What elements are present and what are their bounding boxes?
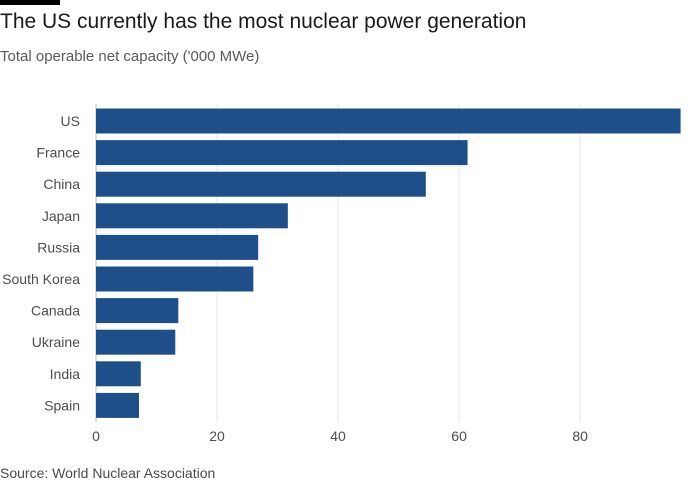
x-tick-label: 60 [451,428,467,444]
chart-subtitle: Total operable net capacity ('000 MWe) [0,48,260,65]
category-label: China [43,176,80,192]
category-label: Ukraine [32,334,80,350]
category-label: Canada [31,303,80,319]
x-tick-label: 80 [572,428,588,444]
bar [96,361,141,387]
bars [96,108,681,418]
bar [96,329,176,355]
bar [96,234,259,260]
source-note: Source: World Nuclear Association [0,465,216,481]
bar [96,392,139,418]
bar [96,140,468,166]
bar [96,171,426,197]
top-rule [0,0,60,5]
x-tick-label: 20 [209,428,225,444]
bar [96,108,681,134]
category-label: Spain [44,397,80,413]
category-label: US [61,113,80,129]
x-axis-ticks: 0 20 40 60 80 [92,428,588,444]
category-labels: US France China Japan Russia South Korea Canad… [2,113,80,413]
chart-title: The US currently has the most nuclear po… [0,10,527,33]
category-label: France [36,145,80,161]
bar [96,266,254,292]
bar [96,203,288,229]
category-label: India [50,366,81,382]
category-label: Russia [37,239,80,255]
bar [96,298,179,324]
x-tick-label: 40 [330,428,346,444]
x-tick-label: 0 [92,428,100,444]
category-label: Japan [42,208,80,224]
category-label: South Korea [2,271,80,287]
